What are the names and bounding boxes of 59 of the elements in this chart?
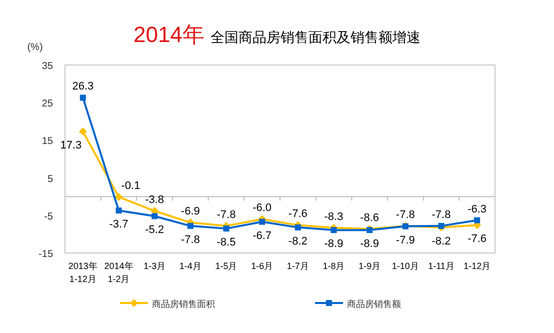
data-label: -0.1 bbox=[121, 180, 140, 192]
y-tick-label: 25 bbox=[42, 98, 54, 110]
point bbox=[116, 208, 122, 214]
data-label: -8.2 bbox=[432, 235, 451, 248]
x-tick-label: 1-12月 bbox=[464, 261, 491, 271]
data-label: -6.3 bbox=[468, 203, 487, 216]
y-tick-label: 35 bbox=[42, 61, 54, 72]
x-tick-label: 1-4月 bbox=[179, 261, 202, 271]
data-label: -7.6 bbox=[468, 233, 487, 246]
data-label: -6.0 bbox=[252, 202, 272, 214]
data-label: -7.9 bbox=[396, 234, 415, 246]
point bbox=[474, 217, 480, 224]
x-tick-label: 2014年 1-2月 bbox=[104, 261, 134, 284]
data-label: -8.5 bbox=[216, 236, 236, 249]
y-tick-label: -5 bbox=[44, 211, 54, 222]
point bbox=[438, 222, 444, 229]
point bbox=[330, 227, 337, 234]
x-tick-label: 1-7月 bbox=[286, 261, 309, 271]
legend-label: 商品房销售额 bbox=[347, 299, 401, 309]
y-tick-label: 15 bbox=[42, 136, 54, 148]
x-tick-label: 1-6月 bbox=[251, 261, 274, 271]
x-tick-label: 1-9月 bbox=[358, 261, 381, 271]
data-label: -7.8 bbox=[432, 208, 451, 221]
data-label: -7.8 bbox=[216, 208, 236, 221]
x-tick-label: 1-8月 bbox=[322, 261, 345, 271]
data-label: 26.3 bbox=[72, 80, 94, 93]
data-label: -3.8 bbox=[145, 194, 164, 206]
point bbox=[259, 218, 266, 225]
data-label: -7.8 bbox=[180, 234, 200, 246]
point bbox=[366, 227, 373, 234]
x-tick-label: 1-10月 bbox=[392, 261, 419, 271]
point bbox=[294, 224, 301, 230]
legend-label: 商品房销售面积 bbox=[152, 299, 215, 309]
point bbox=[152, 213, 158, 220]
x-tick-label: 2013年 1-12月 bbox=[68, 261, 98, 284]
data-label: -3.7 bbox=[109, 218, 128, 231]
data-label: -5.2 bbox=[145, 224, 164, 236]
point bbox=[114, 192, 123, 201]
data-label: -8.9 bbox=[360, 238, 380, 250]
data-label: -8.9 bbox=[324, 238, 344, 250]
data-label: -8.3 bbox=[324, 210, 344, 223]
y-tick-label: 5 bbox=[47, 174, 54, 185]
data-label: -7.6 bbox=[288, 208, 308, 220]
point bbox=[78, 128, 87, 136]
x-tick-label: 1-11月 bbox=[428, 261, 454, 271]
chart-title: 2014年 全国商品房销售面积及销售额增速 bbox=[133, 22, 421, 47]
data-label: -6.9 bbox=[180, 206, 200, 218]
y-axis-title: (%) bbox=[27, 42, 43, 53]
point bbox=[223, 226, 230, 232]
data-label: -8.6 bbox=[360, 212, 380, 224]
point bbox=[80, 94, 86, 101]
point bbox=[187, 222, 194, 229]
y-tick-label: -15 bbox=[38, 249, 54, 260]
data-label: -8.2 bbox=[288, 235, 308, 248]
data-label: 17.3 bbox=[60, 140, 82, 152]
data-label: -7.8 bbox=[396, 208, 415, 221]
x-tick-label: 1-5月 bbox=[215, 261, 238, 271]
x-tick-label: 1-3月 bbox=[144, 261, 166, 271]
data-label: -6.7 bbox=[252, 230, 272, 242]
